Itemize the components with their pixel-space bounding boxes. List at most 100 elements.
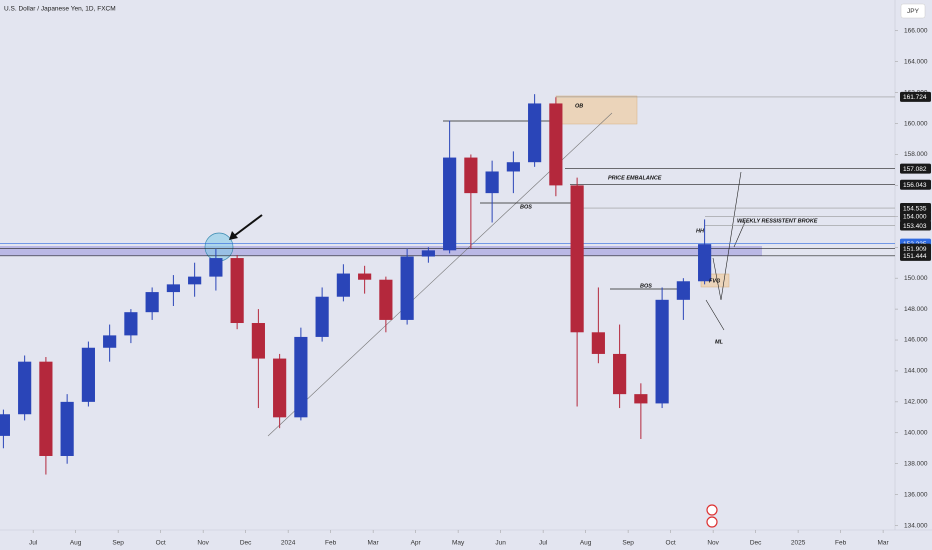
candle-body xyxy=(506,162,520,172)
candle-body xyxy=(379,279,393,320)
candle-body xyxy=(294,336,308,418)
x-tick-label: Aug xyxy=(70,540,82,547)
price-level-label: 151.444 xyxy=(903,253,927,260)
x-tick-label: Dec xyxy=(750,540,762,547)
x-tick-label: Feb xyxy=(325,540,337,547)
annotation: ML xyxy=(715,339,724,345)
projection-arrow xyxy=(712,171,742,301)
x-tick-label: Sep xyxy=(622,540,634,547)
annotation: BOS xyxy=(520,204,532,210)
x-tick-label: Jul xyxy=(29,540,38,547)
annotation: HH xyxy=(696,228,705,234)
candle-body xyxy=(273,358,287,418)
broke-arrow xyxy=(733,221,746,248)
event-icon[interactable] xyxy=(706,516,718,528)
highlight-circle xyxy=(204,232,234,262)
price-level-label: 153.403 xyxy=(903,223,927,230)
candle-body xyxy=(549,103,563,186)
candle-body xyxy=(0,414,10,436)
candle-body xyxy=(613,353,627,395)
y-tick-label: 142.000 xyxy=(904,399,928,406)
x-tick-label: 2025 xyxy=(791,540,806,547)
y-tick-label: 148.000 xyxy=(904,306,928,313)
candle-body xyxy=(145,292,159,313)
support-zone xyxy=(0,246,762,256)
annotation: OB xyxy=(575,103,583,109)
candle-body xyxy=(188,276,202,285)
candle-body xyxy=(39,361,53,456)
x-tick-label: Mar xyxy=(877,540,889,547)
price-level-label: 154.000 xyxy=(903,214,927,221)
candle-body xyxy=(655,299,669,404)
candle-body xyxy=(528,103,542,163)
candle-body xyxy=(103,335,117,348)
price-level-tag xyxy=(900,179,931,190)
x-tick-label: Jun xyxy=(495,540,506,547)
currency: JPY xyxy=(907,8,920,15)
annotation: PRICE EMBALANCE xyxy=(608,175,662,181)
candle-body xyxy=(166,284,180,293)
price-level-label: 151.909 xyxy=(903,246,927,253)
candle-body xyxy=(485,171,499,194)
candle-body xyxy=(18,361,32,415)
x-tick-label: Sep xyxy=(112,540,124,547)
x-tick-label: Feb xyxy=(835,540,847,547)
event-icon[interactable] xyxy=(706,504,718,516)
candle-body xyxy=(315,296,329,337)
annotation: BOS xyxy=(640,283,652,289)
candle-body xyxy=(251,323,265,359)
x-tick-label: Nov xyxy=(197,540,209,547)
x-tick-label: Aug xyxy=(580,540,592,547)
x-tick-label: Oct xyxy=(156,540,166,547)
arrow-head xyxy=(229,231,238,240)
candle-body xyxy=(698,244,712,282)
price-level-tag xyxy=(900,91,931,102)
x-tick-label: Dec xyxy=(240,540,252,547)
candle-body xyxy=(400,256,414,320)
y-tick-label: 144.000 xyxy=(904,368,928,375)
x-tick-label: Apr xyxy=(411,540,422,547)
price-level-tag xyxy=(900,163,931,174)
candle-body xyxy=(81,347,95,402)
y-tick-label: 160.000 xyxy=(904,120,928,127)
price-level-tag xyxy=(900,220,931,231)
candle-body xyxy=(634,394,648,404)
annotation: FVG xyxy=(709,278,721,284)
y-tick-label: 140.000 xyxy=(904,430,928,437)
y-tick-label: 158.000 xyxy=(904,151,928,158)
price-level-label: 154.535 xyxy=(903,205,927,212)
price-level-tag xyxy=(900,211,931,222)
x-tick-label: Oct xyxy=(666,540,676,547)
chart-title: U.S. Dollar / Japanese Yen, 1D, FXCM xyxy=(4,6,116,13)
y-tick-label: 138.000 xyxy=(904,460,928,467)
y-tick-label: 146.000 xyxy=(904,337,928,344)
y-tick-label: 164.000 xyxy=(904,58,928,65)
candle-body xyxy=(358,273,372,280)
x-tick-label: May xyxy=(452,540,465,547)
candle-body xyxy=(676,281,690,300)
candle-body xyxy=(443,157,457,251)
x-tick-label: Mar xyxy=(368,540,380,547)
ml-arrow xyxy=(705,299,725,331)
y-tick-label: 166.000 xyxy=(904,27,928,34)
price-level-label: 157.082 xyxy=(903,166,927,173)
candle-body xyxy=(60,401,74,456)
arrow xyxy=(233,214,263,237)
candle-body xyxy=(421,250,435,257)
price-level-tag xyxy=(900,250,931,261)
candle-body xyxy=(570,185,584,333)
y-tick-label: 136.000 xyxy=(904,491,928,498)
candle-body xyxy=(124,312,138,336)
x-tick-label: Nov xyxy=(707,540,719,547)
candle-body xyxy=(464,157,478,194)
ob-box xyxy=(555,95,638,125)
currency-box[interactable] xyxy=(900,3,926,19)
candle-body xyxy=(336,273,350,297)
price-level-label: 156.043 xyxy=(903,182,927,189)
y-tick-label: 134.000 xyxy=(904,522,928,529)
candle-body xyxy=(209,258,223,277)
candle-body xyxy=(230,258,244,324)
x-tick-label: 2024 xyxy=(281,540,296,547)
